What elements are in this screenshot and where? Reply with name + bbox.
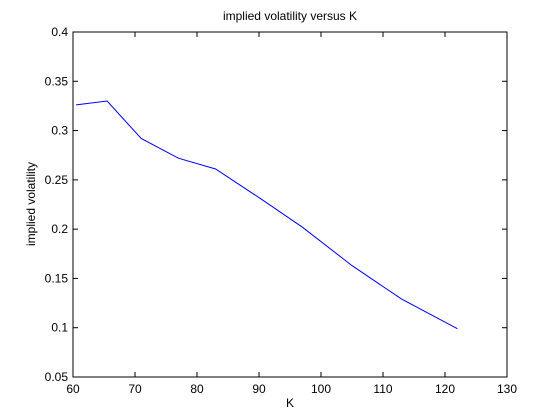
x-tick-label: 120 — [435, 382, 455, 396]
x-tick-label: 60 — [66, 382, 80, 396]
y-tick-label: 0.4 — [51, 25, 68, 39]
y-tick-label: 0.1 — [51, 321, 68, 335]
y-tick-label: 0.15 — [45, 271, 69, 285]
x-axis-label: K — [286, 396, 294, 410]
y-axis-ticks: 0.05 0.1 0.15 0.2 0.25 0.3 0.35 0.4 — [45, 25, 507, 384]
x-tick-label: 130 — [497, 382, 517, 396]
y-axis-label: implied volatility — [24, 162, 38, 246]
x-tick-label: 100 — [311, 382, 331, 396]
chart-title: implied volatility versus K — [223, 9, 357, 23]
y-tick-label: 0.3 — [51, 124, 68, 138]
y-tick-label: 0.05 — [45, 370, 69, 384]
x-tick-label: 110 — [373, 382, 392, 396]
x-axis-ticks: 60 70 80 90 100 110 120 130 — [66, 32, 517, 396]
x-tick-label: 90 — [252, 382, 266, 396]
series-line — [76, 100, 458, 330]
x-tick-label: 80 — [190, 382, 204, 396]
x-tick-label: 70 — [128, 382, 142, 396]
y-tick-label: 0.35 — [45, 74, 69, 88]
y-tick-label: 0.2 — [51, 222, 68, 236]
plot-area — [72, 31, 508, 378]
y-tick-label: 0.25 — [45, 173, 69, 187]
